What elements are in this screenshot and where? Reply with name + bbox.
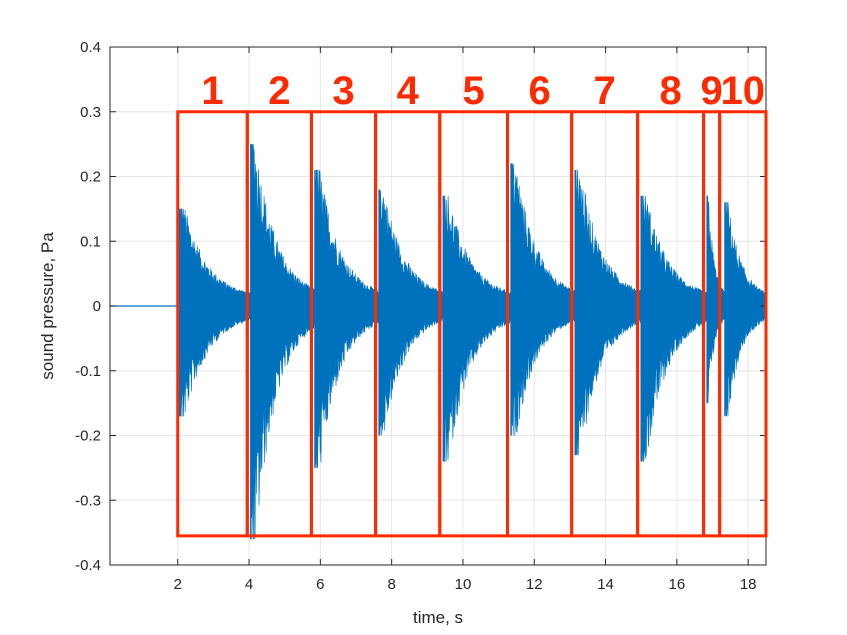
segment-label-8: 8 [660, 69, 682, 113]
x-tick-label: 14 [597, 576, 614, 593]
y-tick-label: 0.1 [80, 233, 101, 250]
segment-label-5: 5 [463, 69, 485, 113]
x-tick-label: 18 [740, 576, 757, 593]
axis-ticks: 2 4 6 8 10 12 14 16 18-0.4-0.3-0.2-0.100.10.20.3… [75, 39, 766, 593]
segment-box-10 [718, 110, 768, 538]
x-axis-label: time, s [413, 608, 463, 627]
x-tick-label: 12 [526, 576, 543, 593]
signal-series [110, 144, 766, 540]
segment-label-7: 7 [594, 69, 616, 113]
segment-label-1: 1 [201, 69, 223, 113]
y-axis-label: sound pressure, Pa [38, 232, 57, 380]
segment-label-6: 6 [528, 69, 550, 113]
y-tick-label: 0.4 [80, 39, 101, 56]
y-tick-label: -0.3 [75, 492, 101, 509]
segment-label-4: 4 [397, 69, 420, 113]
y-tick-label: 0 [93, 298, 101, 315]
segment-label-3: 3 [332, 69, 354, 113]
x-tick-label: 8 [387, 576, 395, 593]
segment-label-9: 9 [701, 69, 723, 113]
y-tick-label: -0.2 [75, 428, 101, 445]
y-tick-label: -0.4 [75, 557, 101, 574]
segment-label-10: 10 [721, 69, 766, 113]
y-tick-label: 0.3 [80, 104, 101, 121]
y-tick-label: 0.2 [80, 169, 101, 186]
x-tick-label: 6 [316, 576, 324, 593]
x-tick-label: 16 [669, 576, 686, 593]
x-tick-label: 4 [245, 576, 253, 593]
x-tick-label: 2 [174, 576, 182, 593]
segment-boxes: 1 2 3 4 5 6 7 8 910 [176, 69, 768, 538]
y-tick-label: -0.1 [75, 363, 101, 380]
segment-label-2: 2 [268, 69, 290, 113]
x-tick-label: 10 [455, 576, 472, 593]
